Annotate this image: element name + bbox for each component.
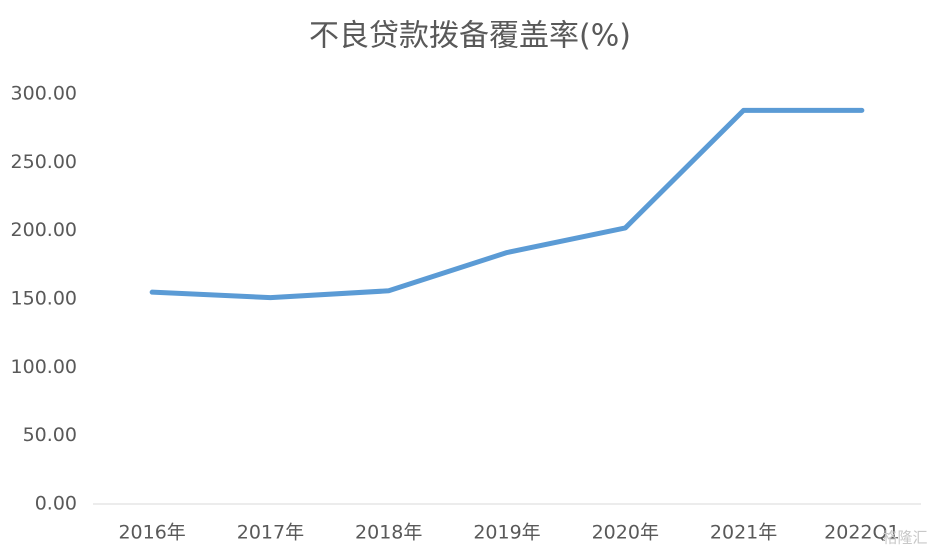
x-tick-label: 2016年: [118, 522, 185, 544]
chart-title: 不良贷款拨备覆盖率(%): [309, 19, 631, 54]
y-tick-label: 150.00: [11, 288, 77, 310]
x-tick-label: 2021年: [710, 522, 777, 544]
x-tick-label: 2022Q1: [824, 522, 899, 544]
y-tick-label: 100.00: [11, 356, 77, 378]
watermark: 格隆汇: [882, 529, 927, 547]
y-tick-label: 50.00: [23, 424, 77, 446]
y-tick-label: 250.00: [11, 151, 77, 173]
y-tick-label: 0.00: [35, 493, 77, 515]
x-tick-label: 2018年: [355, 522, 422, 544]
x-tick-label: 2020年: [592, 522, 659, 544]
y-tick-label: 200.00: [11, 219, 77, 241]
x-tick-label: 2019年: [473, 522, 540, 544]
data-line: [149, 107, 865, 301]
y-tick-label: 300.00: [11, 83, 77, 105]
x-tick-label: 2017年: [237, 522, 304, 544]
